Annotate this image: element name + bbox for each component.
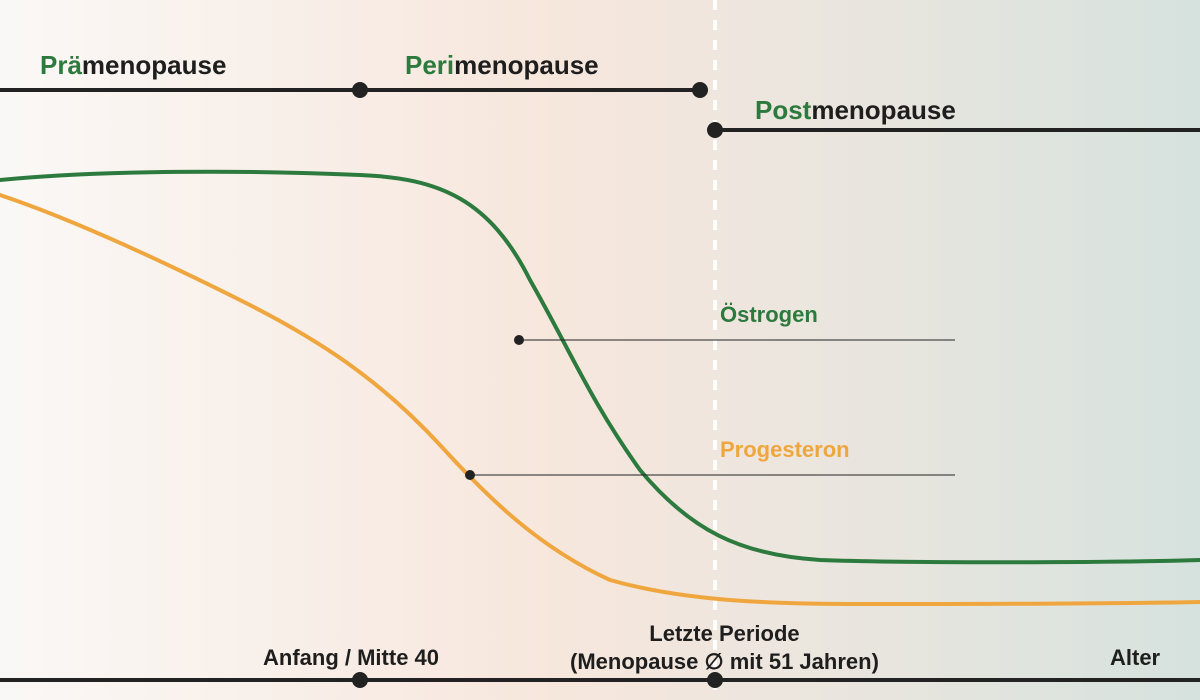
- x-axis-label-1: Letzte Periode (Menopause ∅ mit 51 Jahre…: [570, 620, 879, 675]
- label-estrogen: Östrogen: [720, 302, 818, 328]
- phase-label-peri: Perimenopause: [405, 50, 599, 81]
- phase-label-post: Postmenopause: [755, 95, 956, 126]
- phase-dot-peri-start: [352, 82, 368, 98]
- x-axis-label-1-line2: (Menopause ∅ mit 51 Jahren): [570, 648, 879, 676]
- leader-estrogen-dot: [514, 335, 524, 345]
- leader-progesterone-dot: [465, 470, 475, 480]
- phase-dot-post: [707, 122, 723, 138]
- x-axis-label-1-line1: Letzte Periode: [570, 620, 879, 648]
- phase-prefix: Post: [755, 95, 811, 125]
- phase-rest: menopause: [454, 50, 599, 80]
- chart-svg: [0, 0, 1200, 700]
- background: [0, 0, 1200, 700]
- phase-dot-peri-end: [692, 82, 708, 98]
- x-axis-label-end: Alter: [1110, 645, 1160, 671]
- x-tick-0: [352, 672, 368, 688]
- phase-prefix: Peri: [405, 50, 454, 80]
- label-progesterone: Progesteron: [720, 437, 850, 463]
- phase-label-pra: Prämenopause: [40, 50, 226, 81]
- phase-rest: menopause: [82, 50, 227, 80]
- x-axis-label-0: Anfang / Mitte 40: [263, 645, 439, 671]
- chart-stage: Prämenopause Perimenopause Postmenopause…: [0, 0, 1200, 700]
- phase-rest: menopause: [811, 95, 956, 125]
- phase-prefix: Prä: [40, 50, 82, 80]
